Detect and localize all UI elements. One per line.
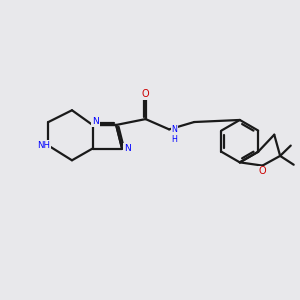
Text: N
H: N H xyxy=(172,125,177,144)
Text: N: N xyxy=(92,117,99,126)
Text: N: N xyxy=(124,144,131,153)
Text: NH: NH xyxy=(38,141,50,150)
Text: O: O xyxy=(142,89,149,99)
Text: O: O xyxy=(259,167,266,176)
